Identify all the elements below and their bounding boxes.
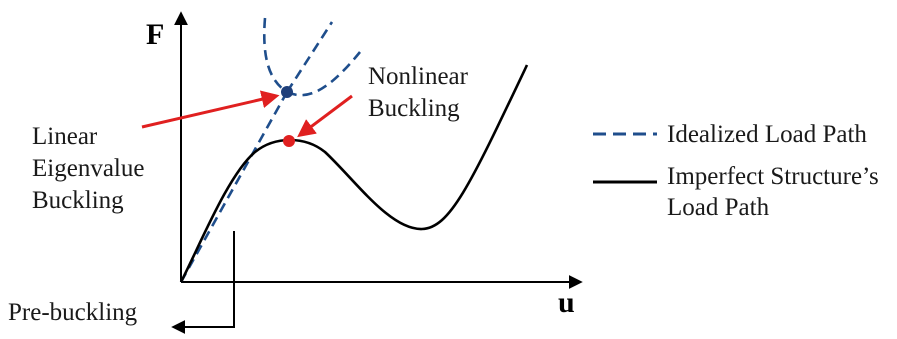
y-axis-label: F [146,18,164,51]
limit-point [283,135,295,147]
legend-imperfect-line-2: Load Path [667,194,770,221]
pre-buckling-label: Pre-buckling [8,299,138,326]
legend: Idealized Load Path Imperfect Structure’… [593,121,885,221]
nonlinear-buckling-arrow [297,94,353,138]
nonlinear-buckling-line-1: Nonlinear [368,63,469,90]
linear-buckling-label: Linear Eigenvalue Buckling [32,123,151,214]
legend-imperfect-line-1: Imperfect Structure’s [667,163,879,190]
linear-buckling-line-2: Eigenvalue [32,155,144,182]
idealized-load-path [179,17,362,283]
idealized-right-rising-branch [285,21,334,93]
linear-buckling-arrow [141,90,280,129]
legend-idealized-label: Idealized Load Path [667,121,867,148]
linear-buckling-line-3: Buckling [32,187,124,214]
legend-imperfect-label: Imperfect Structure’s Load Path [667,163,885,221]
pre-buckling-bracket [171,231,235,334]
bifurcation-point [281,86,293,98]
linear-buckling-line-1: Linear [32,123,98,150]
idealized-prebuckling-line [179,91,289,283]
imperfect-load-path [179,64,529,283]
nonlinear-buckling-line-2: Buckling [368,95,460,122]
nonlinear-buckling-label: Nonlinear Buckling [368,63,474,122]
x-axis-label: u [558,286,575,319]
idealized-left-branch [263,17,288,94]
